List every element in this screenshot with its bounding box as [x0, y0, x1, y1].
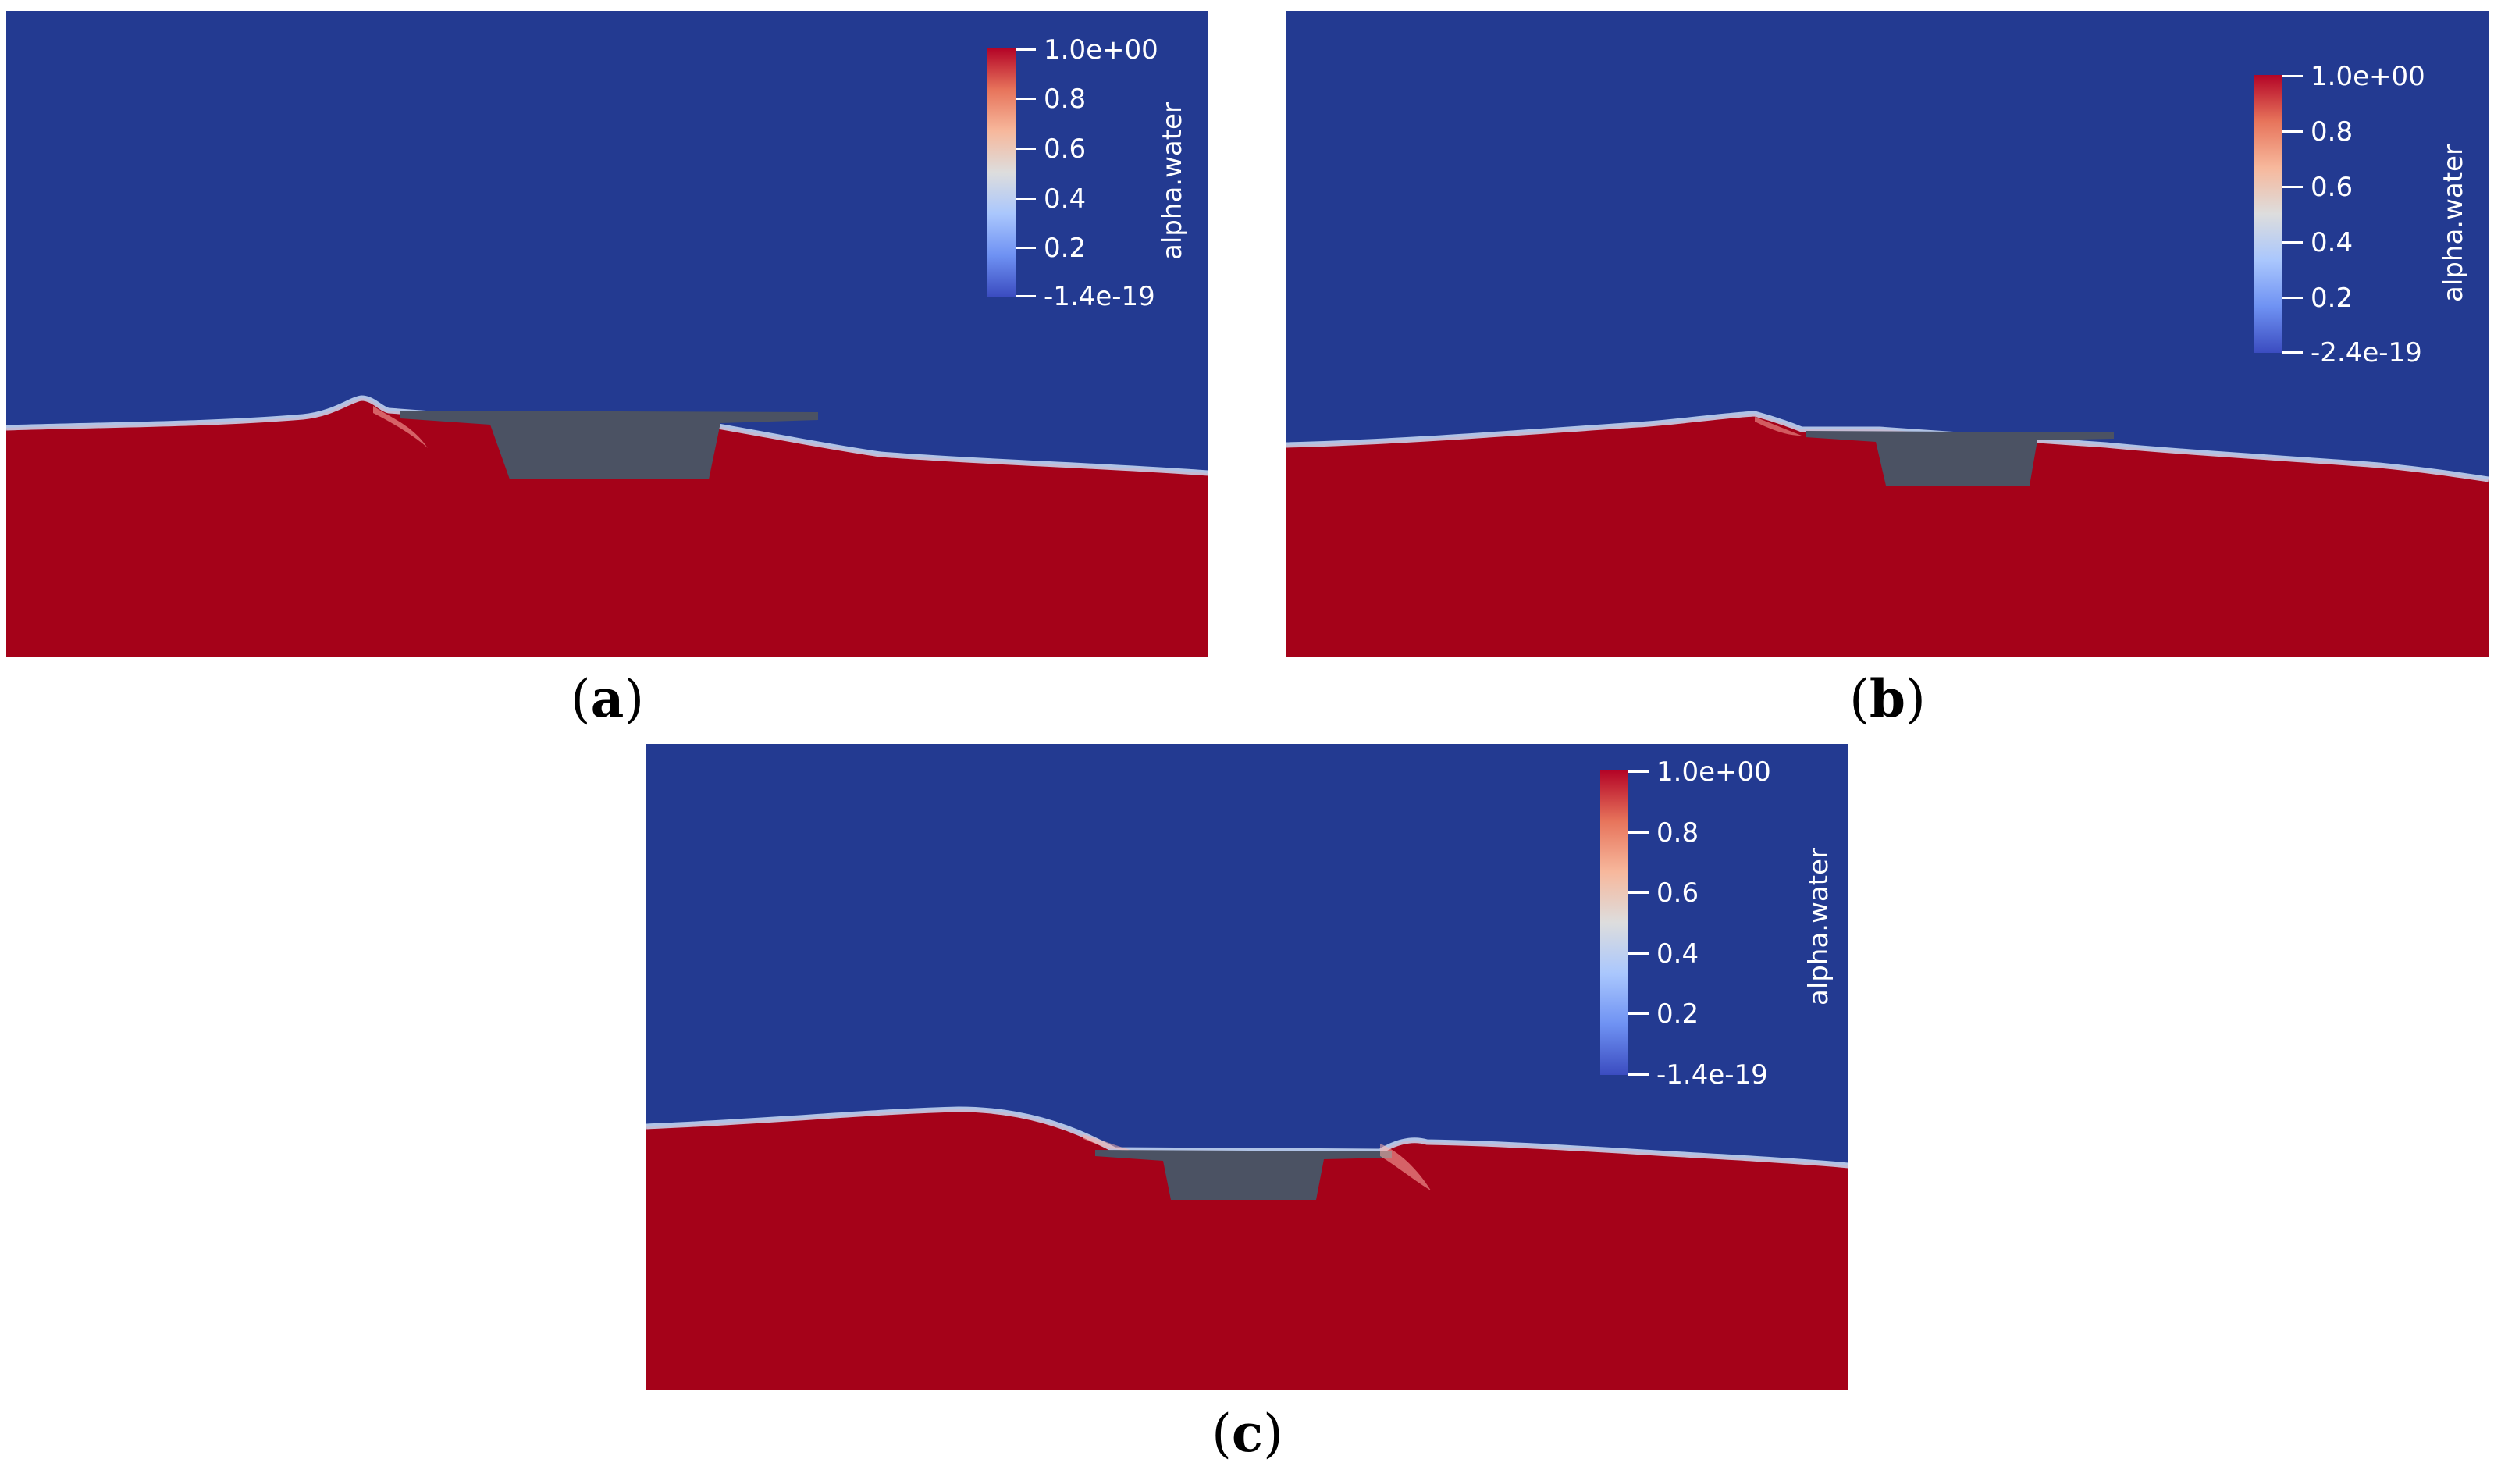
colorbar-title: alpha.water — [1157, 102, 1188, 260]
colorbar-tick — [1016, 198, 1036, 200]
caption-c: (c) — [1211, 1403, 1283, 1464]
colorbar-tick — [1628, 1073, 1649, 1076]
pontoon-structure — [1095, 1150, 1392, 1200]
colorbar-tick — [1016, 247, 1036, 249]
colorbar-tick — [2282, 241, 2303, 244]
colorbar-label: 0.2 — [1044, 233, 1087, 264]
pontoon-structure — [1806, 431, 2114, 486]
colorbar-tick — [1628, 831, 1649, 834]
colorbar-tick — [1016, 48, 1036, 51]
field-plot-b — [1286, 11, 2489, 657]
colorbar-label: 0.2 — [2311, 283, 2353, 314]
caption-text: (c) — [1211, 1403, 1283, 1464]
simulation-panel-c: 1.0e+00 0.8 0.6 0.4 0.2 -1.4e-19 alpha.w… — [646, 744, 1848, 1390]
field-plot-a — [6, 11, 1208, 657]
water-region — [6, 398, 1208, 657]
caption-text: (b) — [1849, 668, 1926, 729]
colorbar-tick — [1628, 891, 1649, 894]
colorbar-tick — [1628, 770, 1649, 773]
colorbar-min-label: -1.4e-19 — [1656, 1059, 1768, 1091]
colorbar-label: 0.4 — [2311, 227, 2353, 258]
free-surface — [6, 395, 1208, 476]
colorbar-label: 0.6 — [1044, 133, 1087, 165]
colorbar-tick — [2282, 186, 2303, 188]
colorbar-tick — [1628, 1012, 1649, 1015]
caption-b: (b) — [1849, 668, 1926, 729]
colorbar-title: alpha.water — [2438, 144, 2469, 302]
colorbar-max-label: 1.0e+00 — [2311, 61, 2425, 92]
colorbar-label: 0.4 — [1656, 938, 1699, 970]
colorbar-label: 0.8 — [1656, 817, 1699, 849]
colorbar-tick — [2282, 351, 2303, 354]
colorbar-tick — [2282, 130, 2303, 133]
colorbar-label: 0.8 — [2311, 116, 2353, 148]
colorbar-gradient — [1600, 770, 1628, 1075]
simulation-panel-a: 1.0e+00 0.8 0.6 0.4 0.2 -1.4e-19 alpha.w… — [6, 11, 1208, 657]
colorbar-label: 0.2 — [1656, 998, 1699, 1030]
colorbar-max-label: 1.0e+00 — [1044, 34, 1158, 66]
caption-a: (a) — [571, 668, 644, 729]
colorbar-tick — [2282, 75, 2303, 77]
colorbar-tick — [1016, 295, 1036, 297]
colorbar-tick — [1016, 98, 1036, 100]
caption-text: (a) — [570, 668, 645, 729]
colorbar-max-label: 1.0e+00 — [1656, 756, 1771, 788]
water-region — [646, 1109, 1848, 1390]
pontoon-structure — [400, 411, 818, 479]
colorbar-label: 0.6 — [1656, 877, 1699, 909]
splash-left — [1755, 417, 1802, 436]
splash-left — [1083, 1134, 1130, 1151]
colorbar-label: 0.6 — [2311, 172, 2353, 203]
water-region — [1286, 414, 2489, 657]
simulation-panel-b: 1.0e+00 0.8 0.6 0.4 0.2 -2.4e-19 alpha.w… — [1286, 11, 2489, 657]
splash-right — [1380, 1144, 1431, 1190]
splash-left — [373, 406, 428, 448]
colorbar-label: 0.4 — [1044, 183, 1087, 215]
colorbar-tick — [1628, 952, 1649, 955]
colorbar-tick — [1016, 148, 1036, 150]
colorbar-title: alpha.water — [1803, 848, 1834, 1005]
field-plot-c — [646, 744, 1848, 1390]
colorbar-min-label: -2.4e-19 — [2311, 337, 2422, 368]
colorbar-gradient — [987, 48, 1016, 297]
colorbar-min-label: -1.4e-19 — [1044, 281, 1155, 312]
free-surface — [646, 1106, 1848, 1169]
colorbar-gradient — [2254, 75, 2282, 353]
colorbar-tick — [2282, 297, 2303, 299]
colorbar-label: 0.8 — [1044, 84, 1087, 115]
free-surface — [1286, 411, 2489, 482]
